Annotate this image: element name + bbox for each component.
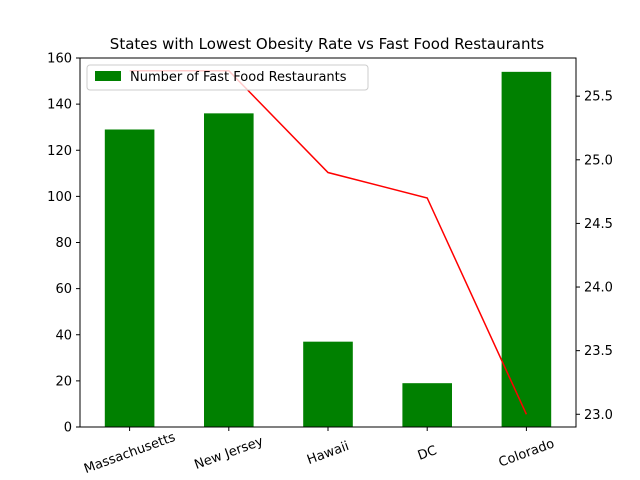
right-tick-label: 24.5 bbox=[584, 217, 613, 232]
left-tick-label: 100 bbox=[47, 190, 72, 205]
x-axis: Massachusetts New Jersey Hawaii DC Colorado bbox=[82, 427, 556, 477]
x-tick-label: Hawaii bbox=[305, 439, 351, 468]
bar-colorado bbox=[501, 71, 552, 428]
right-tick-label: 23.5 bbox=[584, 344, 613, 359]
plot-frame bbox=[79, 57, 577, 428]
left-tick-label: 40 bbox=[55, 328, 72, 343]
left-tick-label: 60 bbox=[55, 282, 72, 297]
bar-hawaii bbox=[303, 341, 353, 427]
legend-swatch bbox=[95, 71, 121, 81]
bar-new-jersey bbox=[204, 113, 254, 427]
legend: Number of Fast Food Restaurants bbox=[86, 64, 369, 91]
left-tick-label: 0 bbox=[64, 421, 72, 436]
left-tick-label: 80 bbox=[55, 236, 72, 251]
left-tick-label: 140 bbox=[47, 98, 72, 113]
bar-massachusetts bbox=[104, 129, 155, 427]
bars-layer bbox=[104, 71, 552, 428]
left-tick-label: 20 bbox=[55, 374, 72, 389]
chart-title: States with Lowest Obesity Rate vs Fast … bbox=[110, 35, 545, 53]
x-tick-label: New Jersey bbox=[193, 434, 266, 473]
legend-box bbox=[86, 64, 369, 91]
legend-label: Number of Fast Food Restaurants bbox=[130, 70, 347, 85]
right-tick-label: 23.0 bbox=[584, 408, 613, 423]
left-tick-label: 160 bbox=[47, 52, 72, 67]
x-tick-label: Colorado bbox=[497, 436, 557, 470]
left-tick-label: 120 bbox=[47, 144, 72, 159]
x-tick-label: DC bbox=[416, 443, 439, 464]
right-tick-label: 25.5 bbox=[584, 90, 613, 105]
left-y-axis: 0 20 40 60 80 100 120 140 160 bbox=[47, 52, 80, 436]
bar-dc bbox=[402, 383, 452, 427]
x-tick-label: Massachusetts bbox=[82, 430, 178, 477]
right-y-axis: 23.0 23.5 24.0 24.5 25.0 25.5 bbox=[576, 90, 613, 423]
right-tick-label: 24.0 bbox=[584, 281, 613, 296]
right-tick-label: 25.0 bbox=[584, 153, 613, 168]
